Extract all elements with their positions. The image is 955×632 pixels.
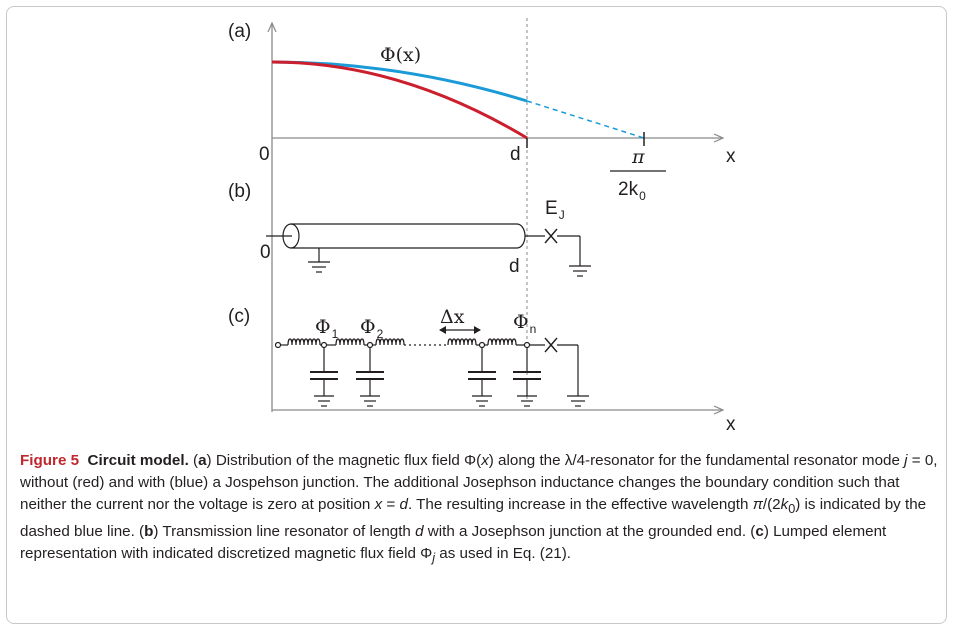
caption-var: x bbox=[374, 496, 383, 514]
caption-var: k bbox=[780, 496, 789, 514]
delta-x-label: Δx bbox=[440, 306, 465, 328]
caption-text: = bbox=[382, 496, 400, 514]
junction-cross-c2 bbox=[544, 337, 558, 353]
equation-link[interactable]: 21 bbox=[544, 544, 562, 562]
phi-2-label: Φ2 bbox=[360, 316, 384, 341]
x-axis-label-a: x bbox=[726, 146, 736, 167]
node-n bbox=[523, 341, 531, 349]
blue-dashed-extension bbox=[526, 100, 645, 139]
capacitor-4 bbox=[513, 348, 541, 407]
b-d-label: d bbox=[509, 256, 520, 277]
caption-sub: j bbox=[432, 550, 436, 565]
caption-text: ). bbox=[561, 544, 572, 562]
junction-cross-b2 bbox=[544, 228, 558, 244]
caption-text: /(2 bbox=[762, 496, 781, 514]
node-2 bbox=[366, 341, 374, 349]
caption-var: j bbox=[904, 452, 908, 469]
caption-sub: 0 bbox=[788, 502, 796, 517]
caption-text: ( bbox=[193, 452, 199, 469]
x-axis-label-c: x bbox=[726, 414, 736, 435]
caption-var: d bbox=[399, 496, 408, 514]
panel-a-label: (a) bbox=[228, 21, 251, 42]
caption-text: ) Distribution of the magnetic flux fiel… bbox=[206, 452, 482, 469]
coax-cylinder-end bbox=[282, 223, 300, 249]
origin-label: 0 bbox=[259, 144, 270, 165]
node-1 bbox=[320, 341, 328, 349]
caption-text: ) is indicated by the dashed blue line. … bbox=[20, 496, 927, 540]
panel-c-label: (c) bbox=[228, 306, 250, 327]
ground-symbol-b-right bbox=[569, 265, 591, 277]
red-curve bbox=[271, 60, 528, 140]
caption-text: . The resulting increase in the effectiv… bbox=[407, 496, 753, 514]
pi-denominator: 2k0 bbox=[618, 179, 646, 203]
ej-label: EJ bbox=[545, 198, 565, 222]
caption-var: d bbox=[415, 522, 424, 540]
phi-n-label: Φn bbox=[513, 311, 536, 336]
caption-figure-number: Figure 5 bbox=[20, 452, 80, 469]
caption-panel-a: a bbox=[198, 452, 207, 469]
caption-title: Circuit model. bbox=[87, 452, 189, 469]
panel-b-label: (b) bbox=[228, 181, 251, 202]
inductor-2 bbox=[335, 338, 365, 346]
caption-text: with a Josephson junction at the grounde… bbox=[423, 522, 756, 540]
pi-numerator: π bbox=[631, 146, 645, 168]
caption-var: π bbox=[752, 496, 763, 514]
inductor-1 bbox=[287, 338, 321, 346]
ground-symbol-c-right bbox=[567, 395, 589, 407]
phi-x-label: Φ(x) bbox=[380, 44, 421, 66]
phi-1-label: Φ1 bbox=[315, 316, 339, 341]
caption-text: ) along the λ/4-resonator for the fundam… bbox=[488, 452, 905, 469]
figure-caption: Figure 5 Circuit model. (a) Distribution… bbox=[20, 450, 940, 569]
caption-text: as used in Eq. ( bbox=[435, 544, 545, 562]
coax-cylinder bbox=[291, 223, 526, 249]
caption-text: = 0, without (red) and with (blue) a Jos… bbox=[20, 452, 938, 514]
ground-symbol-b-left bbox=[308, 261, 330, 273]
circuit-figure: (a) Φ(x) 0 d x π 2k0 (b) 0 d EJ (c) x bbox=[228, 18, 736, 435]
inductor-5 bbox=[487, 338, 517, 346]
capacitor-1 bbox=[310, 348, 338, 407]
figure-frame bbox=[6, 6, 947, 624]
b-zero-label: 0 bbox=[260, 242, 271, 263]
inductor-4 bbox=[447, 338, 477, 346]
capacitor-3 bbox=[468, 348, 496, 407]
node-left bbox=[274, 341, 282, 349]
node-4 bbox=[478, 341, 486, 349]
inductor-3 bbox=[375, 338, 405, 346]
caption-panel-c: c bbox=[755, 522, 764, 540]
caption-panel-b: b bbox=[144, 522, 154, 540]
capacitor-2 bbox=[356, 348, 384, 407]
caption-text: ) Lumped element representation with ind… bbox=[20, 522, 887, 562]
caption-text: ) Transmission line resonator of length bbox=[153, 522, 416, 540]
d-label-a: d bbox=[510, 144, 521, 165]
caption-var: x bbox=[481, 452, 489, 469]
